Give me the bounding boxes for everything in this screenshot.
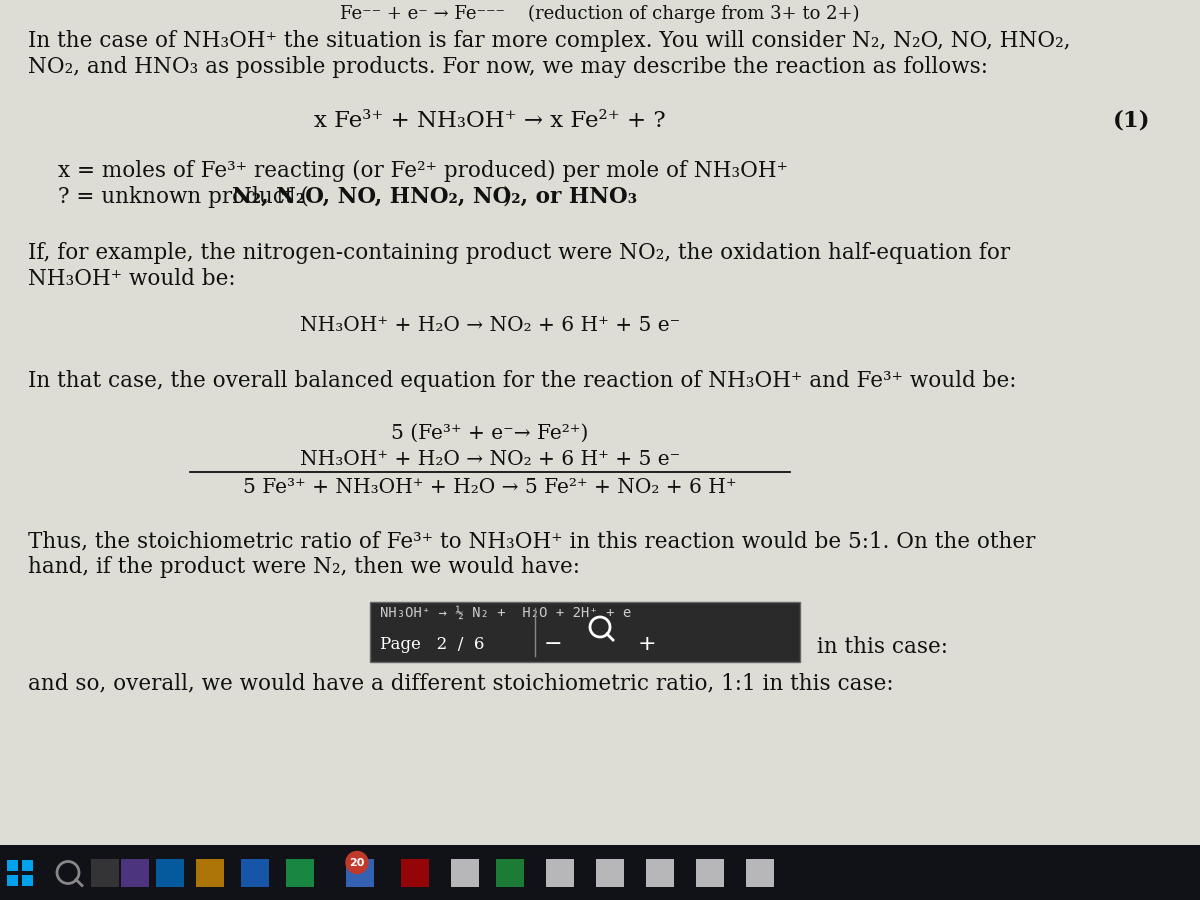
Bar: [646, 859, 674, 886]
Text: In the case of NH₃OH⁺ the situation is far more complex. You will consider N₂, N: In the case of NH₃OH⁺ the situation is f…: [28, 30, 1070, 52]
Text: If, for example, the nitrogen-containing product were NO₂, the oxidation half-eq: If, for example, the nitrogen-containing…: [28, 242, 1010, 264]
Text: and so, overall, we would have a different stoichiometric ratio, 1:1 in this cas: and so, overall, we would have a differe…: [28, 672, 894, 694]
Bar: [22, 875, 34, 886]
Bar: [546, 859, 574, 886]
Text: NH₃OH⁺ → ½ N₂ +  H₂O + 2H⁺ + e: NH₃OH⁺ → ½ N₂ + H₂O + 2H⁺ + e: [380, 606, 631, 620]
Text: N₂, N₂O, NO, HNO₂, NO₂, or HNO₃: N₂, N₂O, NO, HNO₂, NO₂, or HNO₃: [233, 186, 637, 208]
Bar: [746, 859, 774, 886]
Bar: [22, 860, 34, 870]
Bar: [696, 859, 724, 886]
Text: ? = unknown product (: ? = unknown product (: [58, 186, 308, 208]
Bar: [401, 859, 430, 886]
Bar: [286, 859, 314, 886]
Bar: [156, 859, 184, 886]
Text: 5 Fe³⁺ + NH₃OH⁺ + H₂O → 5 Fe²⁺ + NO₂ + 6 H⁺: 5 Fe³⁺ + NH₃OH⁺ + H₂O → 5 Fe²⁺ + NO₂ + 6…: [244, 478, 737, 497]
Bar: [496, 859, 524, 886]
Text: NO₂, and HNO₃ as possible products. For now, we may describe the reaction as fol: NO₂, and HNO₃ as possible products. For …: [28, 56, 988, 78]
Text: Thus, the stoichiometric ratio of Fe³⁺ to NH₃OH⁺ in this reaction would be 5:1. : Thus, the stoichiometric ratio of Fe³⁺ t…: [28, 530, 1036, 552]
Bar: [121, 859, 149, 886]
Text: x = moles of Fe³⁺ reacting (or Fe²⁺ produced) per mole of NH₃OH⁺: x = moles of Fe³⁺ reacting (or Fe²⁺ prod…: [58, 160, 788, 182]
Bar: [346, 859, 374, 886]
Bar: [241, 859, 269, 886]
Bar: [196, 859, 224, 886]
Bar: [0, 845, 1200, 900]
Text: 20: 20: [349, 858, 365, 868]
Text: hand, if the product were N₂, then we would have:: hand, if the product were N₂, then we wo…: [28, 556, 580, 578]
Text: In that case, the overall balanced equation for the reaction of NH₃OH⁺ and Fe³⁺ : In that case, the overall balanced equat…: [28, 370, 1016, 392]
Text: (1): (1): [1112, 110, 1150, 132]
Text: +: +: [637, 634, 656, 654]
Text: NH₃OH⁺ + H₂O → NO₂ + 6 H⁺ + 5 e⁻: NH₃OH⁺ + H₂O → NO₂ + 6 H⁺ + 5 e⁻: [300, 316, 680, 335]
Circle shape: [346, 851, 368, 874]
Text: x Fe³⁺ + NH₃OH⁺ → x Fe²⁺ + ?: x Fe³⁺ + NH₃OH⁺ → x Fe²⁺ + ?: [314, 110, 666, 132]
Bar: [451, 859, 479, 886]
Bar: [596, 859, 624, 886]
Text: −: −: [544, 634, 563, 654]
Bar: [370, 602, 800, 662]
Bar: [7, 860, 18, 870]
Text: NH₃OH⁺ would be:: NH₃OH⁺ would be:: [28, 268, 235, 290]
Text: NH₃OH⁺ + H₂O → NO₂ + 6 H⁺ + 5 e⁻: NH₃OH⁺ + H₂O → NO₂ + 6 H⁺ + 5 e⁻: [300, 450, 680, 469]
Text: Fe⁻⁻ + e⁻ → Fe⁻⁻⁻    (reduction of charge from 3+ to 2+): Fe⁻⁻ + e⁻ → Fe⁻⁻⁻ (reduction of charge f…: [341, 5, 859, 23]
Text: ): ): [502, 186, 510, 208]
Text: in this case:: in this case:: [810, 636, 948, 658]
Text: Page   2  /  6: Page 2 / 6: [380, 636, 485, 653]
Text: 5 (Fe³⁺ + e⁻→ Fe²⁺): 5 (Fe³⁺ + e⁻→ Fe²⁺): [391, 424, 589, 443]
Bar: [91, 859, 119, 886]
Bar: [7, 875, 18, 886]
